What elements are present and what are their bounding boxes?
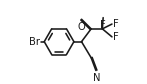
Text: N: N: [93, 72, 100, 83]
Text: O: O: [78, 22, 85, 32]
Text: F: F: [113, 32, 118, 42]
Text: F: F: [113, 19, 118, 29]
Text: F: F: [100, 20, 106, 30]
Text: Br: Br: [29, 37, 40, 47]
